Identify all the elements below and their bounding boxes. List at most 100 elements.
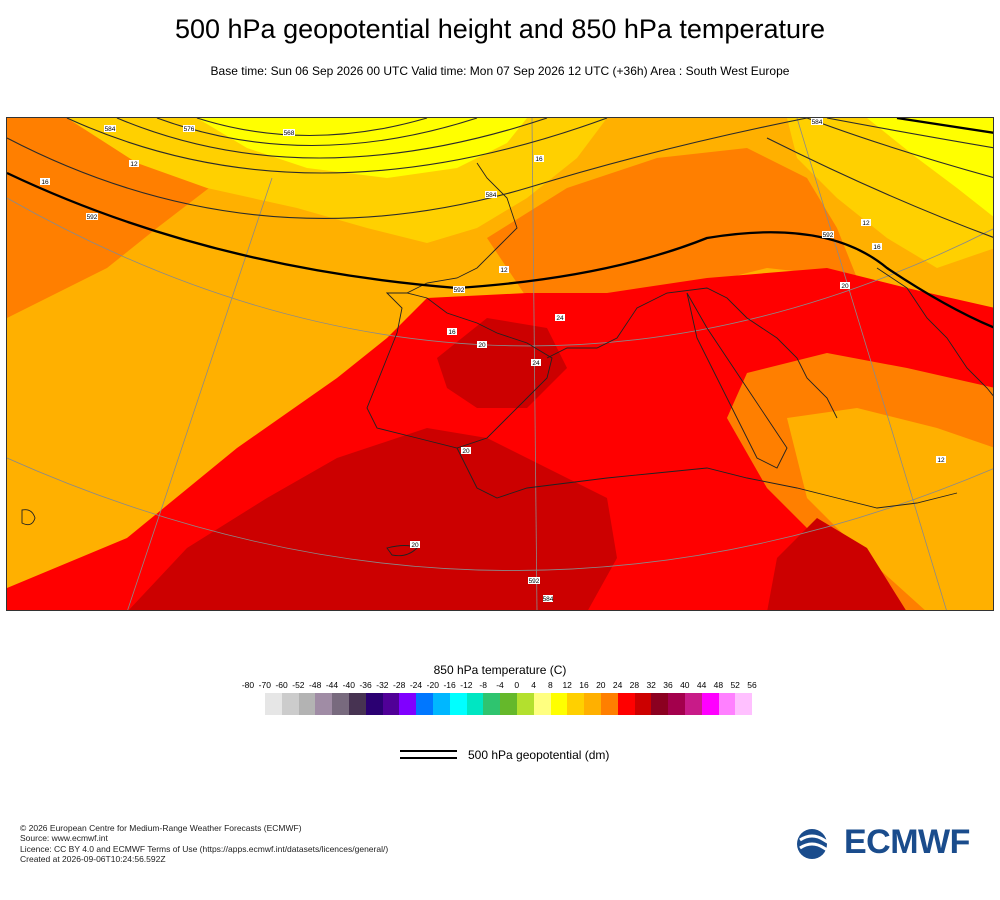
legend-swatch (584, 693, 601, 715)
legend-tick-label: -80 (241, 680, 255, 690)
contour-label-text: 20 (478, 342, 486, 349)
legend-swatch (298, 693, 316, 715)
contour-label: 592 (528, 577, 540, 585)
contour-label-text: 20 (841, 283, 849, 290)
legend-tick-label: -12 (460, 680, 473, 690)
contour-label-text: 12 (937, 457, 945, 464)
legend-swatch (382, 693, 400, 715)
legend-tick-label: 36 (663, 680, 673, 690)
legend-tick-label: -60 (275, 680, 288, 690)
contour-label: 12 (861, 219, 871, 227)
contour-label: 584 (543, 595, 554, 603)
contour-label-text: 592 (529, 578, 540, 585)
legend-tick-label: -36 (359, 680, 372, 690)
legend-swatch (533, 693, 551, 715)
contour-label-text: 20 (411, 542, 419, 549)
ecmwf-logo-icon (797, 829, 840, 859)
contour-label: 16 (534, 155, 544, 163)
legend-tick-label: -28 (393, 680, 406, 690)
contour-label: 20 (461, 447, 471, 455)
contour-label-text: 592 (454, 287, 465, 294)
legend-color-bar (265, 693, 753, 715)
contour-label: 592 (453, 286, 465, 294)
contour-label: 24 (531, 359, 541, 367)
contour-label: 592 (822, 231, 834, 239)
legend-tick-label: 44 (696, 680, 707, 690)
legend-swatch (449, 693, 467, 715)
legend-tick-label: -4 (496, 680, 504, 690)
contour-label: 584 (811, 118, 823, 126)
legend-tick-label: 56 (747, 680, 757, 690)
contour-label: 24 (555, 314, 565, 322)
legend-title: 850 hPa temperature (C) (433, 663, 567, 677)
legend-swatch (634, 693, 652, 715)
legend-swatch (483, 693, 501, 715)
legend-tick-label: -52 (292, 680, 305, 690)
licence-text: Licence: CC BY 4.0 and ECMWF Terms of Us… (20, 843, 389, 854)
legend-tick-label: 32 (646, 680, 656, 690)
contour-label-text: 12 (500, 267, 508, 274)
legend-tick-label: 52 (730, 680, 740, 690)
contour-label-text: 568 (284, 130, 295, 137)
chart-title: 500 hPa geopotential height and 850 hPa … (174, 14, 825, 44)
legend-tick-label: -48 (309, 680, 322, 690)
map-canvas: 584 576 568 12 16 592 16 584 12 584 592 … (7, 118, 993, 610)
legend-swatch (684, 693, 702, 715)
legend-swatch (735, 693, 753, 715)
contour-label: 20 (410, 541, 420, 549)
legend-tick-label: -70 (258, 680, 271, 690)
contour-label: 12 (936, 456, 946, 464)
weather-map[interactable]: 584 576 568 12 16 592 16 584 12 584 592 … (6, 117, 994, 611)
legend-swatch (718, 693, 736, 715)
ecmwf-logo: ECMWF (796, 823, 986, 864)
coastlines (21, 162, 993, 557)
source-text: Source: www.ecmwf.int (20, 833, 108, 844)
legend-swatch (348, 693, 366, 715)
geopotential-568-contour (896, 118, 993, 134)
legend-tick-label: 40 (680, 680, 690, 690)
contour-label-text: 16 (448, 329, 456, 336)
legend-swatch (416, 693, 433, 715)
legend-swatch (399, 693, 417, 715)
contour-label: 12 (129, 160, 139, 168)
legend-swatch (466, 693, 484, 715)
contour-label: 16 (872, 243, 882, 251)
legend-swatch (281, 693, 299, 715)
legend-tick-label: 48 (713, 680, 724, 690)
contour-labels: 584 576 568 12 16 592 16 584 12 584 592 … (40, 118, 946, 603)
temp-field-20-central (487, 148, 857, 308)
contour-label: 576 (183, 125, 195, 133)
contour-label: 592 (86, 213, 98, 221)
legend-tick-label: 4 (531, 680, 536, 690)
contour-label: 20 (840, 282, 850, 290)
legend-swatch (668, 693, 685, 715)
contour-label: 584 (485, 191, 497, 199)
footer: © 2026 European Centre for Medium-Range … (20, 823, 388, 865)
contour-label: 12 (499, 266, 509, 274)
contour-label-text: 592 (823, 232, 834, 239)
contour-label-text: 584 (812, 119, 823, 126)
contour-label-text: 584 (486, 192, 497, 199)
legend-tick-label: 20 (596, 680, 606, 690)
legend-tick-label: 0 (514, 680, 520, 690)
legend-tick-label: 12 (562, 680, 572, 690)
legend-swatch (567, 693, 585, 715)
legend-ticks: -80 -70 -60 -52 -48 -44 -40 -36 -32 -28 -24 -20 -16-… (0, 680, 1000, 694)
contour-label-text: 584 (105, 126, 116, 133)
legend-swatch (651, 693, 669, 715)
legend-swatch (500, 693, 517, 715)
geopotential-592-contour (7, 171, 993, 329)
contour-label-text: 576 (184, 126, 195, 133)
legend-swatch (701, 693, 719, 715)
line-legend-label: 500 hPa geopotential (dm) (468, 748, 610, 762)
legend-tick-label: 24 (612, 680, 623, 690)
contour-label-text: 20 (462, 448, 470, 455)
temp-field-8-north (197, 118, 527, 178)
legend-swatch (265, 693, 282, 715)
contour-label-text: 16 (41, 179, 49, 186)
geopotential-contours (7, 118, 993, 238)
contour-label-text: 24 (556, 315, 564, 322)
legend-tick-label: 8 (548, 680, 553, 690)
chart-subtitle: Base time: Sun 06 Sep 2026 00 UTC Valid … (210, 64, 790, 78)
legend-swatch (315, 693, 333, 715)
